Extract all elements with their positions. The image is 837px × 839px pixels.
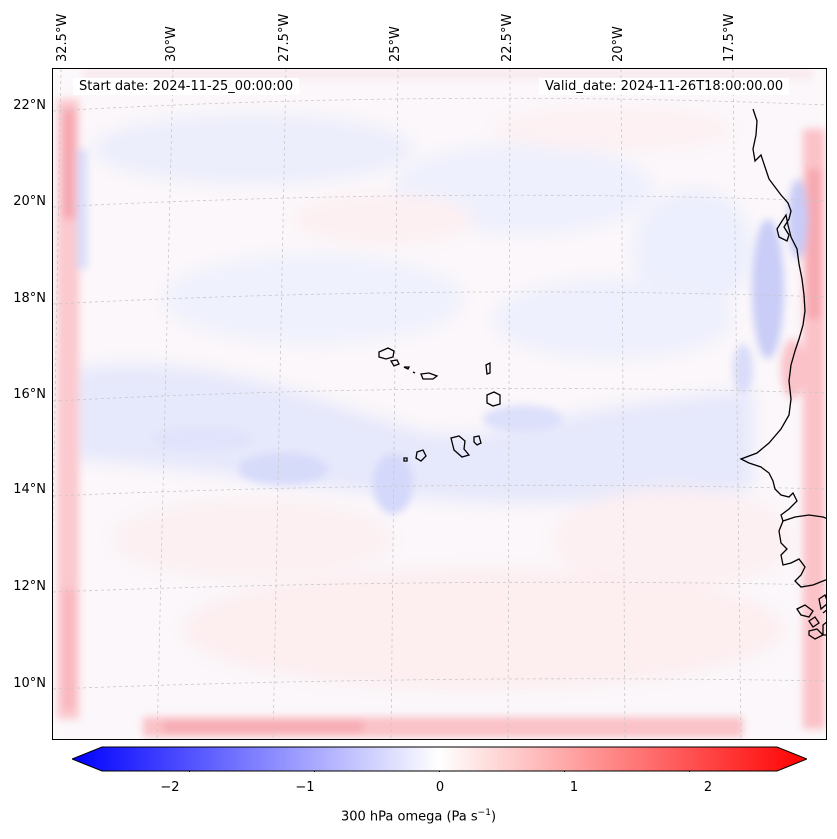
- lon-label-25w: 25°W: [388, 26, 403, 62]
- colorbar-tick-neg2: −2: [160, 780, 180, 795]
- map-panel[interactable]: [52, 68, 827, 740]
- lat-label-14n: 14°N: [13, 482, 46, 497]
- colorbar-label: 300 hPa omega (Pa s−1): [340, 808, 497, 825]
- colorbar-tick-marks: [189, 771, 690, 772]
- africa-coastline: [739, 108, 826, 640]
- cape-verde-islands: [378, 347, 501, 462]
- lat-label-18n: 18°N: [13, 291, 46, 306]
- start-date-label: Start date: 2024-11-25_00:00:00: [73, 78, 300, 95]
- colorbar: [72, 746, 807, 772]
- omega-field-features: [57, 69, 825, 737]
- lon-label-30w: 30°W: [164, 26, 179, 62]
- colorbar-gradient: [72, 746, 807, 772]
- colorbar-tick-neg1: −1: [295, 780, 315, 795]
- colorbar-tick-0: 0: [435, 780, 445, 795]
- colorbar-tick-1: 1: [569, 780, 579, 795]
- graticule: [53, 69, 826, 739]
- lon-label-27-5w: 27.5°W: [277, 13, 292, 62]
- lon-label-17-5w: 17.5°W: [722, 13, 737, 62]
- lat-label-12n: 12°N: [13, 579, 46, 594]
- valid-date-label: Valid_date: 2024-11-26T18:00:00.00: [539, 78, 790, 95]
- lat-label-16n: 16°N: [13, 387, 46, 402]
- lat-label-20n: 20°N: [13, 194, 46, 209]
- lat-label-22n: 22°N: [13, 98, 46, 113]
- lon-label-22-5w: 22.5°W: [500, 13, 515, 62]
- lon-label-32-5w: 32.5°W: [55, 13, 70, 62]
- omega-field-shading: [53, 69, 826, 739]
- omega-field-map: [53, 69, 826, 739]
- lon-label-20w: 20°W: [611, 26, 626, 62]
- colorbar-tick-2: 2: [703, 780, 713, 795]
- lat-label-10n: 10°N: [13, 676, 46, 691]
